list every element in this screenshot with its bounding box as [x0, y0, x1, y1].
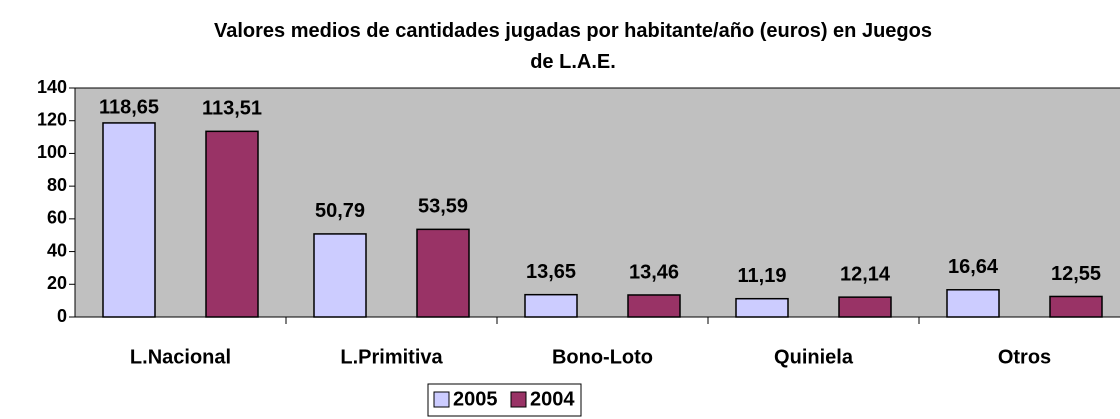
x-tick-label: Otros [998, 346, 1051, 368]
data-label: 118,65 [99, 96, 159, 118]
x-tick-label: Quiniela [774, 346, 854, 368]
x-tick-label: L.Primitiva [340, 346, 443, 368]
bar [313, 233, 367, 318]
bar [1049, 295, 1103, 318]
bar [102, 122, 156, 318]
bar [524, 293, 578, 318]
legend-label: 2004 [530, 388, 575, 410]
data-label: 12,14 [840, 263, 891, 285]
legend-box [427, 383, 582, 417]
data-label: 13,65 [526, 261, 576, 283]
y-tick-label: 0 [57, 306, 67, 326]
data-label: 113,51 [202, 98, 262, 120]
y-tick-label: 60 [47, 208, 67, 228]
x-tick-label: L.Nacional [130, 346, 231, 368]
data-label: 50,79 [315, 200, 365, 222]
y-tick-label: 80 [47, 175, 67, 195]
bar [946, 289, 1000, 318]
data-label: 12,55 [1051, 263, 1101, 285]
legend-swatch [433, 391, 450, 408]
bar [205, 130, 259, 318]
data-label: 11,19 [738, 265, 787, 287]
data-label: 53,59 [418, 196, 468, 218]
data-label: 16,64 [948, 256, 999, 278]
data-label: 13,46 [629, 261, 679, 283]
x-tick-label: Bono-Loto [552, 346, 653, 368]
chart-title: Valores medios de cantidades jugadas por… [214, 20, 932, 73]
bar [838, 296, 892, 318]
bar [627, 294, 681, 318]
y-tick-label: 40 [47, 240, 67, 260]
y-tick-label: 20 [47, 273, 67, 293]
legend-label: 2005 [453, 388, 498, 410]
y-tick-label: 100 [37, 142, 67, 162]
bar [735, 297, 789, 318]
y-tick-label: 140 [37, 77, 67, 97]
bar [416, 228, 470, 318]
y-tick-label: 120 [37, 109, 67, 129]
legend-swatch [510, 391, 527, 408]
